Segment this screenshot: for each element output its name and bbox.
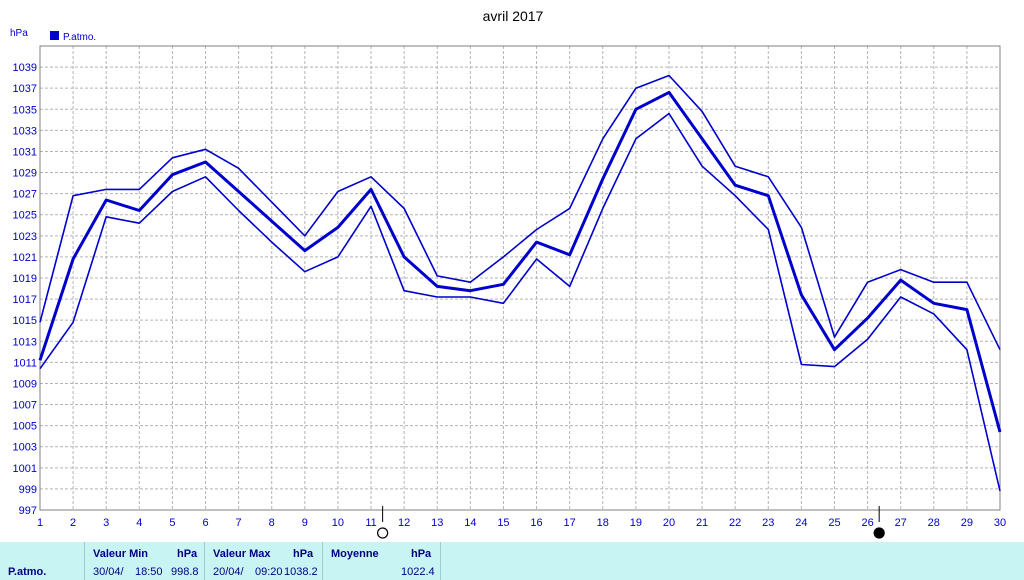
x-tick-label: 15 bbox=[497, 517, 509, 529]
x-tick-label: 9 bbox=[302, 517, 308, 529]
x-tick-label: 10 bbox=[332, 517, 344, 529]
x-tick-label: 5 bbox=[169, 517, 175, 529]
y-tick-label: 1019 bbox=[13, 273, 37, 285]
y-axis-unit: hPa bbox=[10, 28, 28, 39]
x-tick-label: 30 bbox=[994, 517, 1006, 529]
y-tick-label: 1015 bbox=[13, 315, 37, 327]
x-tick-label: 20 bbox=[663, 517, 675, 529]
min-time: 18:50 bbox=[135, 566, 163, 578]
x-tick-label: 21 bbox=[696, 517, 708, 529]
y-tick-label: 1033 bbox=[13, 125, 37, 137]
x-tick-label: 24 bbox=[795, 517, 807, 529]
grid bbox=[40, 46, 1000, 510]
y-tick-label: 999 bbox=[19, 484, 37, 496]
min-unit: hPa bbox=[177, 548, 198, 560]
moon-new-icon bbox=[873, 527, 885, 539]
min-header: Valeur Min bbox=[93, 548, 149, 560]
summary-mean-cell: Moyenne hPa 1022.4 bbox=[323, 542, 441, 580]
min-value: 998.8 bbox=[171, 566, 199, 578]
x-tick-label: 27 bbox=[895, 517, 907, 529]
max-time: 09:20 bbox=[255, 566, 283, 578]
x-tick-label: 14 bbox=[464, 517, 476, 529]
y-tick-label: 1031 bbox=[13, 146, 37, 158]
series-line-min bbox=[39, 112, 1001, 492]
x-tick-label: 17 bbox=[564, 517, 576, 529]
x-tick-label: 6 bbox=[202, 517, 208, 529]
y-tick-label: 997 bbox=[19, 505, 37, 517]
y-tick-label: 1005 bbox=[13, 421, 37, 433]
mean-value: 1022.4 bbox=[401, 566, 435, 578]
x-tick-label: 12 bbox=[398, 517, 410, 529]
summary-row-label: P.atmo. bbox=[8, 566, 47, 578]
x-tick-label: 3 bbox=[103, 517, 109, 529]
summary-label-cell: P.atmo. bbox=[0, 542, 85, 580]
plot-frame bbox=[39, 45, 1001, 511]
y-tick-label: 1009 bbox=[13, 378, 37, 390]
x-tick-label: 28 bbox=[928, 517, 940, 529]
x-tick-label: 18 bbox=[597, 517, 609, 529]
y-tick-label: 1001 bbox=[13, 463, 37, 475]
chart-title: avril 2017 bbox=[483, 8, 544, 24]
mean-unit: hPa bbox=[411, 548, 432, 560]
y-tick-label: 1037 bbox=[13, 83, 37, 95]
x-tick-label: 16 bbox=[530, 517, 542, 529]
y-tick-label: 1013 bbox=[13, 336, 37, 348]
y-tick-label: 1007 bbox=[13, 400, 37, 412]
max-value: 1038.2 bbox=[284, 566, 318, 578]
x-tick-label: 13 bbox=[431, 517, 443, 529]
y-tick-label: 1039 bbox=[13, 62, 37, 74]
moon-full-icon bbox=[377, 527, 389, 539]
summary-min-cell: Valeur Min hPa 30/04/ 18:50 998.8 bbox=[85, 542, 205, 580]
x-tick-label: 26 bbox=[861, 517, 873, 529]
x-tick-label: 11 bbox=[365, 517, 376, 529]
x-tick-label: 2 bbox=[70, 517, 76, 529]
y-tick-label: 1025 bbox=[13, 210, 37, 222]
summary-panel: P.atmo. Valeur Min hPa 30/04/ 18:50 998.… bbox=[0, 542, 1024, 580]
legend-label: P.atmo. bbox=[63, 32, 96, 43]
y-tick-label: 1023 bbox=[13, 231, 37, 243]
y-tick-label: 1003 bbox=[13, 442, 37, 454]
x-tick-label: 19 bbox=[630, 517, 642, 529]
y-tick-label: 1017 bbox=[13, 294, 37, 306]
x-tick-label: 25 bbox=[828, 517, 840, 529]
x-tick-label: 1 bbox=[37, 517, 43, 529]
series-line-mean bbox=[38, 90, 1002, 433]
moon-phases bbox=[377, 506, 885, 539]
y-tick-label: 1035 bbox=[13, 104, 37, 116]
y-tick-label: 1027 bbox=[13, 189, 37, 201]
x-axis-ticks: 1 2 3 4 5 6 7 8 9 10 11 12 13 14 15 16 17 18 19 20 21 22 23 24 2… bbox=[37, 517, 1006, 529]
x-tick-label: 23 bbox=[762, 517, 774, 529]
y-axis-ticks: 997 999 1001 1003 1005 1007 1009 1011 1013 1015 10… bbox=[13, 62, 37, 517]
pressure-chart: avril 2017 hPa P.atmo. 997 999 1001 1003 100… bbox=[10, 8, 1006, 539]
y-tick-label: 1021 bbox=[13, 252, 37, 264]
series-group bbox=[38, 74, 1002, 492]
x-tick-label: 22 bbox=[729, 517, 741, 529]
min-date: 30/04/ bbox=[93, 566, 124, 578]
max-header: Valeur Max bbox=[213, 548, 271, 560]
summary-max-cell: Valeur Max hPa 20/04/ 09:20 1038.2 bbox=[205, 542, 323, 580]
x-tick-label: 7 bbox=[236, 517, 242, 529]
legend-swatch bbox=[50, 31, 59, 40]
series-line-max bbox=[39, 74, 1001, 351]
mean-header: Moyenne bbox=[331, 548, 379, 560]
y-tick-label: 1011 bbox=[13, 357, 37, 369]
max-unit: hPa bbox=[293, 548, 314, 560]
x-tick-label: 8 bbox=[269, 517, 275, 529]
max-date: 20/04/ bbox=[213, 566, 244, 578]
x-tick-label: 4 bbox=[136, 517, 142, 529]
x-tick-label: 29 bbox=[961, 517, 973, 529]
y-tick-label: 1029 bbox=[13, 168, 37, 180]
